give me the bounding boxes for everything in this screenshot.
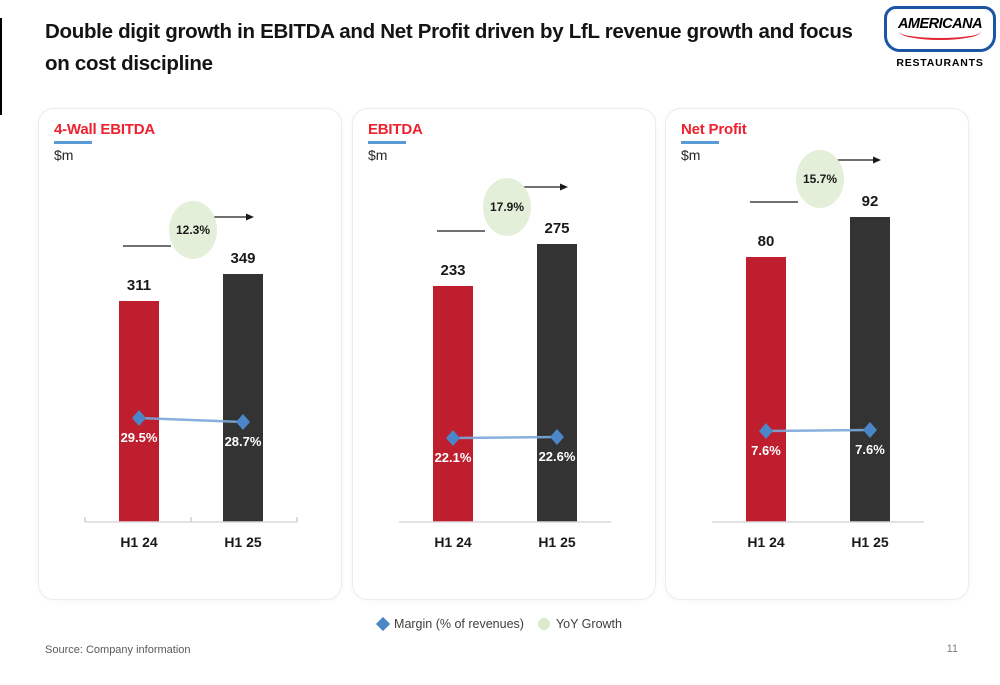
left-edge-line	[0, 18, 2, 115]
yoy-growth-circle-icon	[537, 618, 550, 630]
bar-h1-25	[537, 244, 577, 522]
margin-connector-line	[765, 428, 871, 433]
legend-item-yoy: YoY Growth	[537, 617, 622, 631]
margin-diamond-icon	[863, 422, 877, 438]
panel-title: EBITDA	[368, 121, 423, 138]
panel-title-underline	[681, 141, 719, 144]
growth-annotation-arrowhead-icon	[560, 183, 568, 191]
margin-diamond-icon	[132, 410, 146, 426]
margin-diamond-icon	[375, 616, 391, 632]
legend-item-margin: Margin (% of revenues)	[375, 616, 524, 632]
americana-logo-badge: AMERICANA	[884, 6, 996, 52]
yoy-growth-bubble: 15.7%	[796, 150, 844, 208]
chart-panel-net-profit: Net Profit $m 15.7% 80 H1 24 92 H1 25 7.6% 7.6…	[665, 108, 969, 600]
yoy-growth-bubble: 12.3%	[169, 200, 217, 259]
margin-value-label: 22.1%	[434, 450, 472, 465]
category-label: H1 24	[434, 534, 472, 550]
margin-marker-layer	[759, 422, 877, 439]
source-note: Source: Company information	[45, 644, 191, 656]
chart-annotation-layer	[84, 213, 298, 523]
bar-h1-25	[223, 274, 263, 522]
panel-unit-label: $m	[368, 147, 388, 163]
logo-sub-text: RESTAURANTS	[896, 57, 984, 69]
bar-h1-25	[850, 217, 890, 522]
margin-marker-layer	[446, 429, 564, 446]
category-label: H1 25	[538, 534, 576, 550]
logo-swoosh-icon	[899, 30, 981, 40]
margin-marker-layer	[132, 410, 250, 430]
category-label: H1 24	[747, 534, 785, 550]
margin-diamond-icon	[236, 414, 250, 430]
americana-logo: AMERICANA RESTAURANTS	[884, 6, 996, 69]
growth-annotation-arrowhead-icon	[246, 213, 254, 221]
margin-value-label: 29.5%	[120, 430, 158, 445]
margin-diamond-icon	[550, 429, 564, 445]
chart-area: 15.7% 80 H1 24 92 H1 25 7.6% 7.6%	[666, 109, 968, 599]
bar-value-label: 233	[440, 262, 466, 279]
bar-value-label: 275	[544, 220, 570, 237]
margin-value-label: 7.6%	[751, 443, 781, 458]
panel-title-underline	[54, 141, 92, 144]
bar-value-label: 92	[861, 193, 879, 210]
panel-title-underline	[368, 141, 406, 144]
chart-panel-ebitda: EBITDA $m 17.9% 233 H1 24 275 H1 25 22.1% 22.6…	[352, 108, 656, 600]
margin-value-label: 28.7%	[224, 434, 262, 449]
page-number: 11	[946, 643, 958, 655]
legend-label-yoy: YoY Growth	[555, 617, 622, 631]
panel-unit-label: $m	[681, 147, 701, 163]
bar-h1-24	[433, 286, 473, 522]
margin-value-label: 7.6%	[855, 442, 885, 457]
panel-title: Net Profit	[681, 121, 747, 138]
category-label: H1 25	[224, 534, 262, 550]
bar-h1-24	[746, 257, 786, 522]
category-label: H1 24	[120, 534, 158, 550]
legend-label-margin: Margin (% of revenues)	[394, 617, 524, 631]
growth-annotation-arrowhead-icon	[873, 156, 881, 164]
panel-unit-label: $m	[54, 147, 74, 163]
panel-title: 4-Wall EBITDA	[54, 121, 156, 138]
bar-value-label: 80	[757, 233, 775, 250]
chart-area: 17.9% 233 H1 24 275 H1 25 22.1% 22.6%	[353, 109, 655, 599]
chart-legend: Margin (% of revenues) YoY Growth	[0, 616, 1000, 632]
chart-panel-4wall-ebitda: 4-Wall EBITDA $m 12.3% 311 H1 24 349 H1 25 29…	[38, 108, 342, 600]
chart-annotation-layer	[399, 183, 611, 523]
margin-connector-line	[452, 435, 558, 440]
chart-area: 12.3% 311 H1 24 349 H1 25 29.5% 28.7%	[39, 109, 341, 599]
logo-brand-text: AMERICANA	[897, 16, 983, 32]
yoy-growth-bubble: 17.9%	[483, 178, 531, 236]
bar-value-label: 311	[126, 277, 152, 294]
margin-value-label: 22.6%	[538, 449, 576, 464]
margin-diamond-icon	[446, 430, 460, 446]
margin-connector-line	[138, 416, 244, 424]
bar-value-label: 349	[230, 250, 256, 267]
category-label: H1 25	[851, 534, 889, 550]
margin-diamond-icon	[759, 423, 773, 439]
slide-title: Double digit growth in EBITDA and Net Pr…	[45, 20, 853, 75]
chart-annotation-layer	[712, 156, 924, 523]
